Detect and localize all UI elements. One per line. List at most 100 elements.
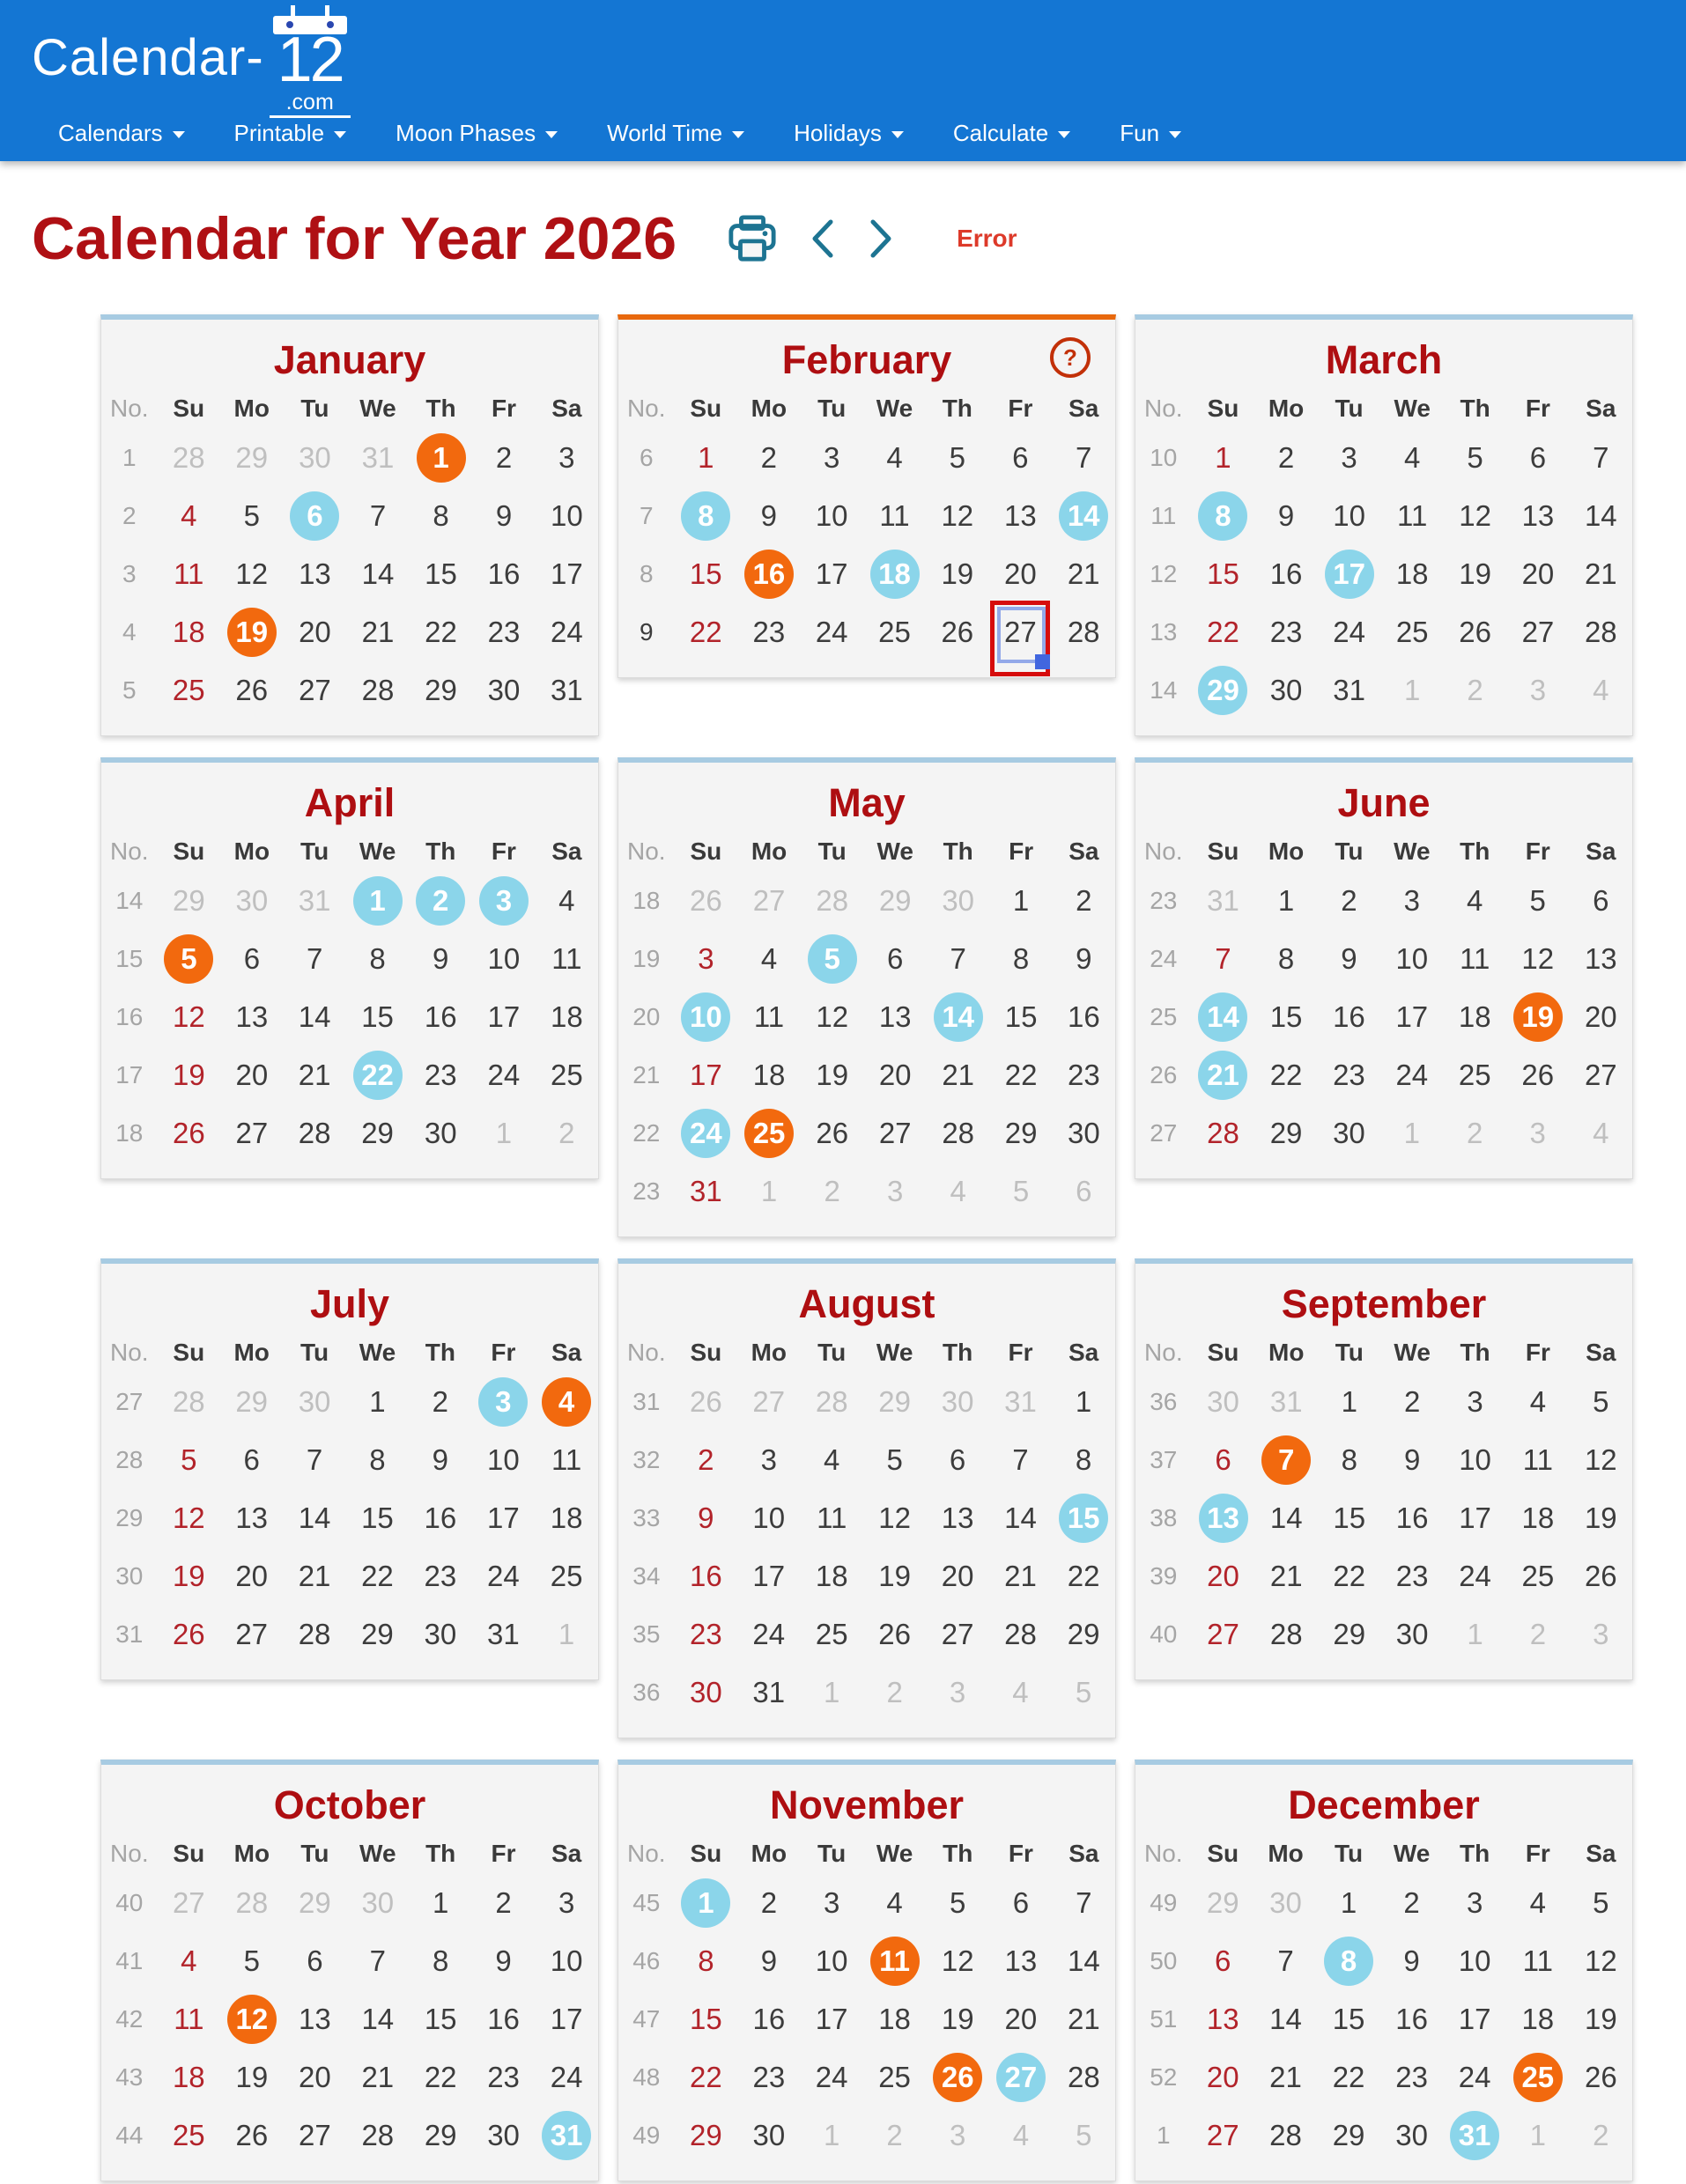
day-cell: 5: [950, 1886, 966, 1919]
day-cell: 2: [698, 1443, 714, 1476]
week-number: 18: [115, 1119, 144, 1147]
day-cell: 28: [361, 2119, 395, 2151]
weekday-header: Tu: [817, 1840, 847, 1867]
month-title[interactable]: December: [1288, 1782, 1480, 1827]
error-link[interactable]: Error: [957, 225, 1017, 252]
day-cell: 2: [1341, 884, 1357, 917]
day-cell: 20: [299, 616, 331, 648]
day-cell: 7: [369, 1944, 386, 1977]
weekday-header: Su: [1207, 1840, 1239, 1867]
day-cell: 4: [181, 499, 197, 532]
day-cell: 18: [815, 1560, 848, 1592]
month-november: November No. Su Mo Tu We Th Fr Sa 45 1 2 3 4 5 6 7 46 8 9…: [617, 1760, 1116, 2181]
month-title[interactable]: October: [273, 1782, 426, 1827]
week-row: 14 29 30 31 1 2 3 4: [101, 872, 598, 930]
help-icon[interactable]: ?: [1050, 337, 1091, 378]
day-cell: 7: [1075, 441, 1092, 474]
nav-item-moon-phases[interactable]: Moon Phases: [396, 120, 558, 147]
month-august: August No. Su Mo Tu We Th Fr Sa 31 26 27 28 29 30 31 1…: [617, 1258, 1116, 1738]
day-cell: 9: [760, 499, 778, 532]
day-cell: 4: [1529, 1385, 1547, 1418]
week-number-header: No.: [1144, 395, 1183, 422]
day-cell: 14: [361, 2003, 395, 2035]
observance-circle: 24: [681, 1109, 731, 1158]
week-row: 31 26 27 28 29 30 31 1: [101, 1605, 598, 1664]
day-cell: 23: [1395, 1560, 1429, 1592]
day-cell: 31: [752, 1676, 786, 1708]
month-january: January No. Su Mo Tu We Th Fr Sa 1 28 29 30 31 1 2 3 2 4…: [100, 314, 599, 736]
week-number-header: No.: [626, 395, 666, 422]
day-cell: 5: [243, 499, 260, 532]
day-cell: 10: [1458, 1944, 1491, 1977]
day-cell: 10: [550, 499, 583, 532]
day-cell: 26: [816, 1117, 849, 1149]
day-cell: 27: [299, 2119, 331, 2151]
weekday-header: We: [876, 1339, 913, 1366]
day-cell: 24: [487, 1560, 520, 1592]
nav-item-fun[interactable]: Fun: [1120, 120, 1182, 147]
next-year-icon[interactable]: [869, 218, 893, 260]
day-cell: 1: [1012, 884, 1030, 917]
day-cell: 24: [752, 1618, 786, 1650]
week-number: 25: [1150, 1003, 1178, 1030]
day-cell: 29: [299, 1886, 331, 1919]
weekday-header: Th: [1460, 1339, 1490, 1366]
day-cell: 19: [235, 2061, 269, 2093]
month-title[interactable]: July: [309, 1281, 390, 1326]
day-cell: 18: [550, 1502, 583, 1534]
observance-circle: 18: [869, 550, 920, 599]
day-cell: 16: [689, 1560, 722, 1592]
site-logo[interactable]: Calendar- 12 .com: [32, 5, 351, 118]
weekday-header: Th: [1460, 837, 1490, 865]
week-number: 48: [632, 2063, 661, 2091]
weekday-header: Tu: [300, 1840, 329, 1867]
day-cell: 12: [878, 1502, 911, 1534]
month-title[interactable]: November: [769, 1782, 965, 1827]
observance-circle: 1: [352, 876, 403, 926]
day-cell: 5: [801, 930, 864, 988]
nav-item-calculate[interactable]: Calculate: [953, 120, 1071, 147]
day-cell: 26: [1459, 616, 1491, 648]
day-cell: 28: [816, 884, 849, 917]
nav-item-holidays[interactable]: Holidays: [794, 120, 904, 147]
day-cell: 1: [1467, 1618, 1483, 1650]
month-title[interactable]: March: [1325, 337, 1443, 382]
month-title[interactable]: February: [781, 337, 952, 382]
nav-item-printable[interactable]: Printable: [234, 120, 347, 147]
week-number: 23: [1150, 887, 1178, 914]
day-cell: 2: [886, 2119, 903, 2151]
day-cell: 30: [487, 674, 521, 706]
day-cell: 15: [361, 1502, 394, 1534]
month-title[interactable]: January: [273, 337, 426, 382]
nav-item-world-time[interactable]: World Time: [607, 120, 745, 147]
month-title[interactable]: August: [798, 1281, 935, 1326]
weekday-header: Mo: [751, 1840, 788, 1867]
day-cell: 22: [424, 2061, 457, 2093]
month-title[interactable]: April: [304, 780, 396, 825]
month-title[interactable]: June: [1337, 780, 1431, 825]
week-row: 4 18 19 20 21 22 23 24: [101, 603, 598, 661]
day-cell: 29: [1206, 1886, 1239, 1919]
month-title[interactable]: September: [1281, 1281, 1487, 1326]
month-title[interactable]: May: [828, 780, 906, 825]
day-cell: 23: [689, 1618, 722, 1650]
day-cell: 30: [487, 2119, 520, 2151]
day-cell: 15: [425, 557, 457, 590]
day-cell: 22: [1207, 616, 1239, 648]
print-icon[interactable]: [728, 214, 777, 263]
day-cell: 29: [1332, 2119, 1365, 2151]
previous-year-icon[interactable]: [810, 218, 835, 260]
day-cell: 14: [298, 1000, 331, 1033]
nav-item-calendars[interactable]: Calendars: [58, 120, 185, 147]
weekday-header: Su: [690, 395, 722, 422]
weekday-header: Su: [1207, 395, 1239, 422]
day-cell: 3: [1529, 1117, 1546, 1149]
logo-tld: .com: [285, 90, 334, 114]
week-number: 35: [632, 1620, 661, 1648]
weekday-header: We: [876, 837, 913, 865]
weekday-header: Fr: [1008, 395, 1033, 422]
day-cell: 17: [815, 2003, 848, 2035]
day-cell: 19: [816, 1059, 849, 1091]
logo-number: 12: [277, 25, 345, 95]
day-cell: 25: [172, 674, 205, 706]
